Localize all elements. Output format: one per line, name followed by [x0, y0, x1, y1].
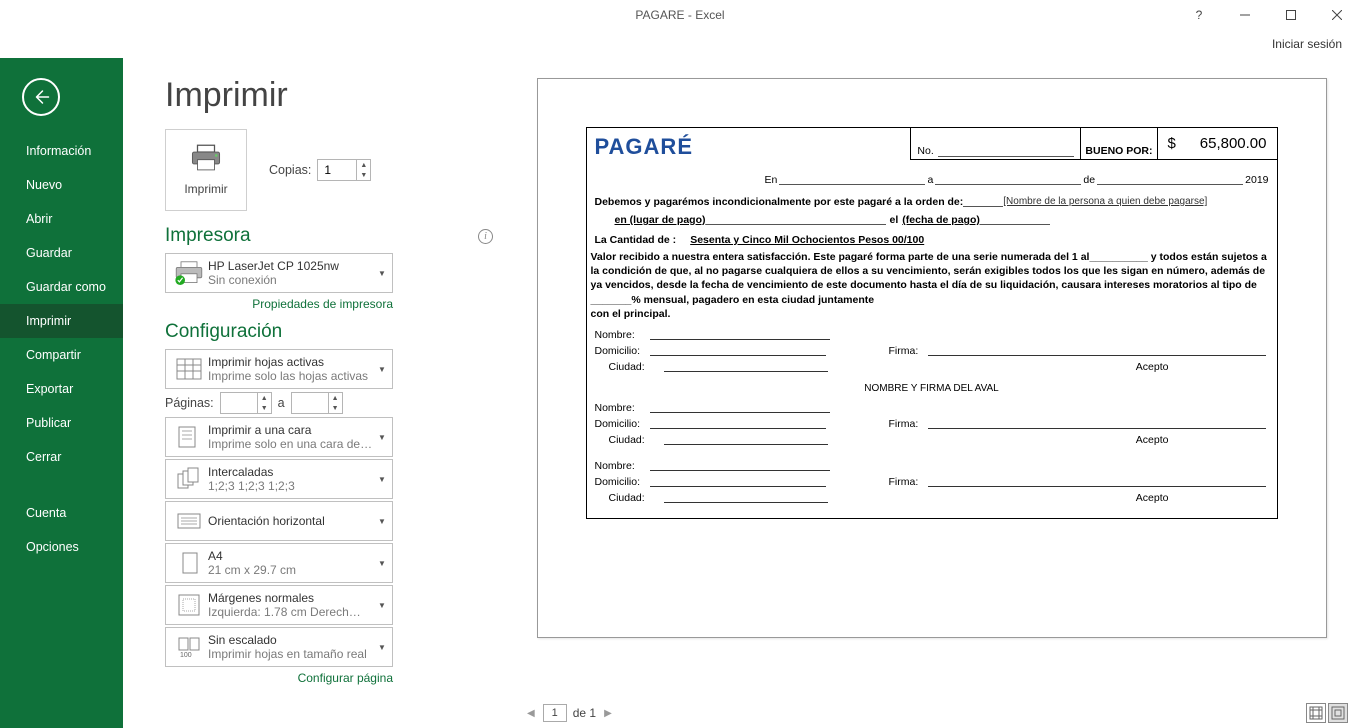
nav-close[interactable]: Cerrar: [0, 440, 123, 474]
close-button[interactable]: [1314, 0, 1360, 30]
print-settings-pane: Imprimir Imprimir Copias: 1 ▲▼ Impresora…: [123, 58, 503, 728]
nav-new[interactable]: Nuevo: [0, 168, 123, 202]
back-button[interactable]: [22, 78, 60, 116]
nav-open[interactable]: Abrir: [0, 202, 123, 236]
doc-no-field: No.: [910, 128, 1080, 160]
paper-icon: [170, 547, 208, 579]
pages-to-spinner[interactable]: ▲▼: [291, 392, 343, 414]
dropdown-caret-icon: ▼: [376, 559, 388, 568]
collate-dropdown[interactable]: Intercaladas1;2;3 1;2;3 1;2;3 ▼: [165, 459, 393, 499]
printer-name: HP LaserJet CP 1025nw: [208, 259, 376, 273]
signin-link[interactable]: Iniciar sesión: [0, 30, 1360, 58]
dropdown-caret-icon: ▼: [376, 517, 388, 526]
print-button-label: Imprimir: [184, 182, 227, 196]
nav-publish[interactable]: Publicar: [0, 406, 123, 440]
scaling-icon: 100: [170, 631, 208, 663]
titlebar: PAGARE - Excel ?: [0, 0, 1360, 30]
copies-label: Copias:: [269, 163, 311, 177]
printer-properties-link[interactable]: Propiedades de impresora: [165, 297, 393, 311]
page-setup-link[interactable]: Configurar página: [165, 671, 393, 685]
copies-spinner[interactable]: 1 ▲▼: [317, 159, 371, 181]
nav-save[interactable]: Guardar: [0, 236, 123, 270]
window-controls: ?: [1176, 0, 1360, 30]
document-content: PAGARÉ No. BUENO POR: $65,800.00 En a de…: [586, 127, 1278, 519]
page-preview: PAGARÉ No. BUENO POR: $65,800.00 En a de…: [537, 78, 1327, 638]
pages-to-label: a: [278, 396, 285, 410]
doc-bueno-label: BUENO POR:: [1080, 128, 1156, 160]
printer-status: Sin conexión: [208, 273, 376, 287]
margins-icon: [170, 589, 208, 621]
dropdown-caret-icon: ▼: [376, 643, 388, 652]
print-preview-pane: PAGARÉ No. BUENO POR: $65,800.00 En a de…: [503, 58, 1360, 728]
nav-print[interactable]: Imprimir: [0, 304, 123, 338]
config-section-title: Configuración: [165, 321, 493, 343]
dropdown-caret-icon: ▼: [376, 601, 388, 610]
print-what-dropdown[interactable]: Imprimir hojas activasImprime solo las h…: [165, 349, 393, 389]
page-number-input[interactable]: 1: [543, 704, 567, 722]
collate-icon: [170, 463, 208, 495]
pages-from-spinner[interactable]: ▲▼: [220, 392, 272, 414]
oneside-icon: [170, 421, 208, 453]
doc-date-line: En a de 2019: [595, 174, 1269, 186]
minimize-button[interactable]: [1222, 0, 1268, 30]
show-margins-button[interactable]: [1306, 703, 1326, 723]
app-title: PAGARE - Excel: [635, 8, 724, 22]
nav-share[interactable]: Compartir: [0, 338, 123, 372]
doc-amount: $65,800.00: [1157, 128, 1277, 160]
page-count-label: de 1: [573, 706, 596, 720]
copies-up[interactable]: ▲: [357, 160, 370, 170]
sheets-icon: [170, 353, 208, 385]
help-button[interactable]: ?: [1176, 0, 1222, 30]
pages-label: Páginas:: [165, 396, 214, 410]
zoom-to-page-button[interactable]: [1328, 703, 1348, 723]
nav-export[interactable]: Exportar: [0, 372, 123, 406]
page-heading: Imprimir: [165, 76, 493, 115]
nav-account[interactable]: Cuenta: [0, 496, 123, 530]
nav-info[interactable]: Información: [0, 134, 123, 168]
print-button[interactable]: Imprimir: [165, 129, 247, 211]
copies-down[interactable]: ▼: [357, 170, 370, 180]
copies-value[interactable]: 1: [318, 160, 356, 180]
backstage-sidebar: Información Nuevo Abrir Guardar Guardar …: [0, 58, 123, 728]
printer-section-title: Impresora i: [165, 225, 493, 247]
landscape-icon: [170, 505, 208, 537]
printer-dropdown[interactable]: HP LaserJet CP 1025nw Sin conexión ▼: [165, 253, 393, 293]
dropdown-caret-icon: ▼: [376, 433, 388, 442]
maximize-button[interactable]: [1268, 0, 1314, 30]
nav-options[interactable]: Opciones: [0, 530, 123, 564]
doc-title: PAGARÉ: [587, 128, 911, 160]
printer-icon: [170, 257, 208, 289]
dropdown-caret-icon: ▼: [376, 475, 388, 484]
printer-info-icon[interactable]: i: [478, 229, 493, 244]
orientation-dropdown[interactable]: Orientación horizontal ▼: [165, 501, 393, 541]
margins-dropdown[interactable]: Márgenes normalesIzquierda: 1.78 cm Dere…: [165, 585, 393, 625]
dropdown-caret-icon: ▼: [376, 269, 388, 278]
scaling-dropdown[interactable]: 100 Sin escaladoImprimir hojas en tamaño…: [165, 627, 393, 667]
nav-saveas[interactable]: Guardar como: [0, 270, 123, 304]
svg-text:100: 100: [180, 652, 192, 659]
preview-footer: ◀ 1 de 1 ▶: [503, 698, 1360, 728]
sides-dropdown[interactable]: Imprimir a una caraImprime solo en una c…: [165, 417, 393, 457]
dropdown-caret-icon: ▼: [376, 365, 388, 374]
next-page-button[interactable]: ▶: [602, 708, 614, 719]
paper-dropdown[interactable]: A421 cm x 29.7 cm ▼: [165, 543, 393, 583]
prev-page-button[interactable]: ◀: [525, 708, 537, 719]
